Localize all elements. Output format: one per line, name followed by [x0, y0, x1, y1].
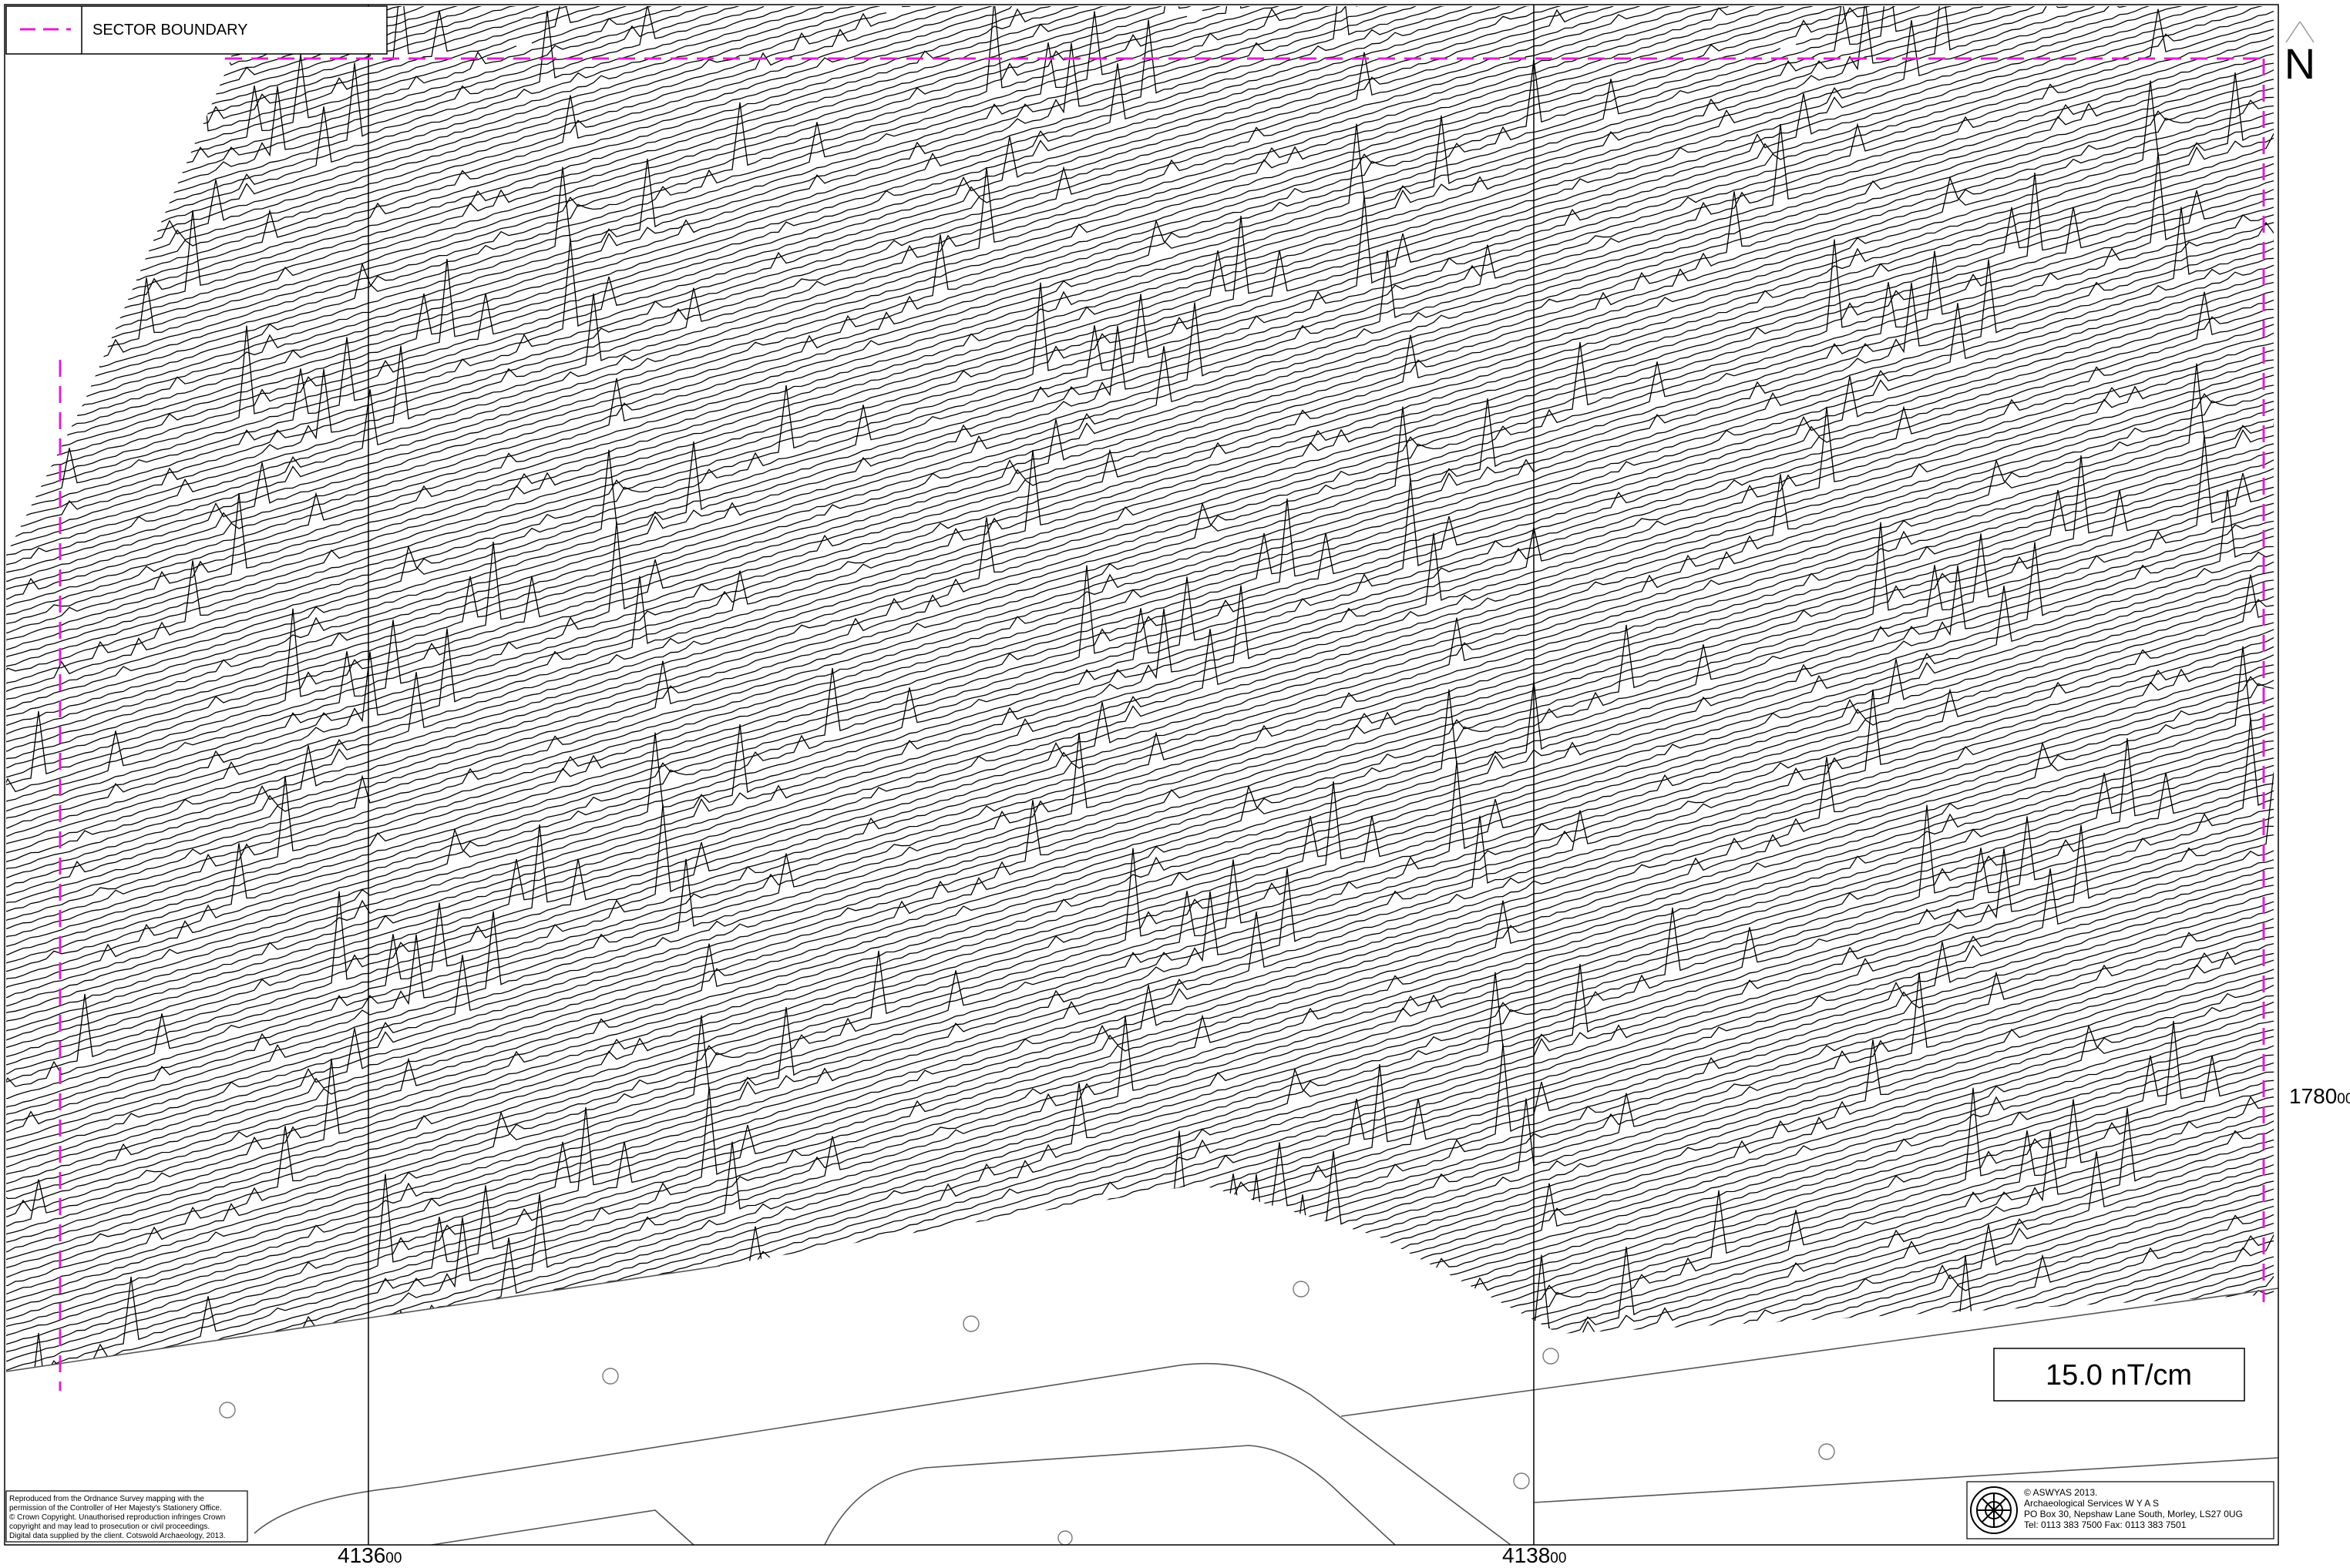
scale-label: 15.0 nT/cm: [2046, 1359, 2192, 1392]
credits-line: PO Box 30, Nepshaw Lane South, Morley, L…: [2024, 1509, 2243, 1519]
credits-block: © ASWYAS 2013. Archaeological Services W…: [1967, 1482, 2274, 1539]
copyright-line: copyright and may lead to prosecution or…: [9, 1523, 210, 1531]
copyright-line: permission of the Controller of Her Maje…: [9, 1504, 222, 1513]
legend: SECTOR BOUNDARY: [6, 6, 387, 54]
credits-line: Tel: 0113 383 7500 Fax: 0113 383 7501: [2024, 1519, 2187, 1530]
copyright-block: Reproduced from the Ordnance Survey mapp…: [6, 1491, 247, 1542]
easting-major: 4138: [1502, 1543, 1550, 1567]
easting-minor: 00: [385, 1550, 402, 1566]
credits-line: Archaeological Services W Y A S: [2024, 1498, 2159, 1509]
survey-map: SECTOR BOUNDARY N 178000 413600 413800 1…: [0, 0, 2350, 1568]
easting-major: 4136: [338, 1543, 385, 1567]
scale-box: 15.0 nT/cm: [1994, 1348, 2244, 1401]
copyright-line: © Crown Copyright. Unauthorised reproduc…: [9, 1513, 225, 1522]
legend-label: SECTOR BOUNDARY: [92, 22, 248, 39]
easting-minor: 00: [1550, 1550, 1566, 1566]
north-label: N: [2284, 39, 2315, 88]
copyright-line: Digital data supplied by the client. Cot…: [9, 1532, 226, 1540]
copyright-line: Reproduced from the Ordnance Survey mapp…: [9, 1495, 204, 1503]
logo-knot: [1977, 1493, 2011, 1527]
northing-major: 1780: [2289, 1084, 2337, 1108]
logo: [1971, 1487, 2017, 1533]
credits-line: © ASWYAS 2013.: [2024, 1487, 2097, 1498]
page: SECTOR BOUNDARY N 178000 413600 413800 1…: [0, 0, 2350, 1568]
northing-minor: 00: [2337, 1091, 2350, 1107]
